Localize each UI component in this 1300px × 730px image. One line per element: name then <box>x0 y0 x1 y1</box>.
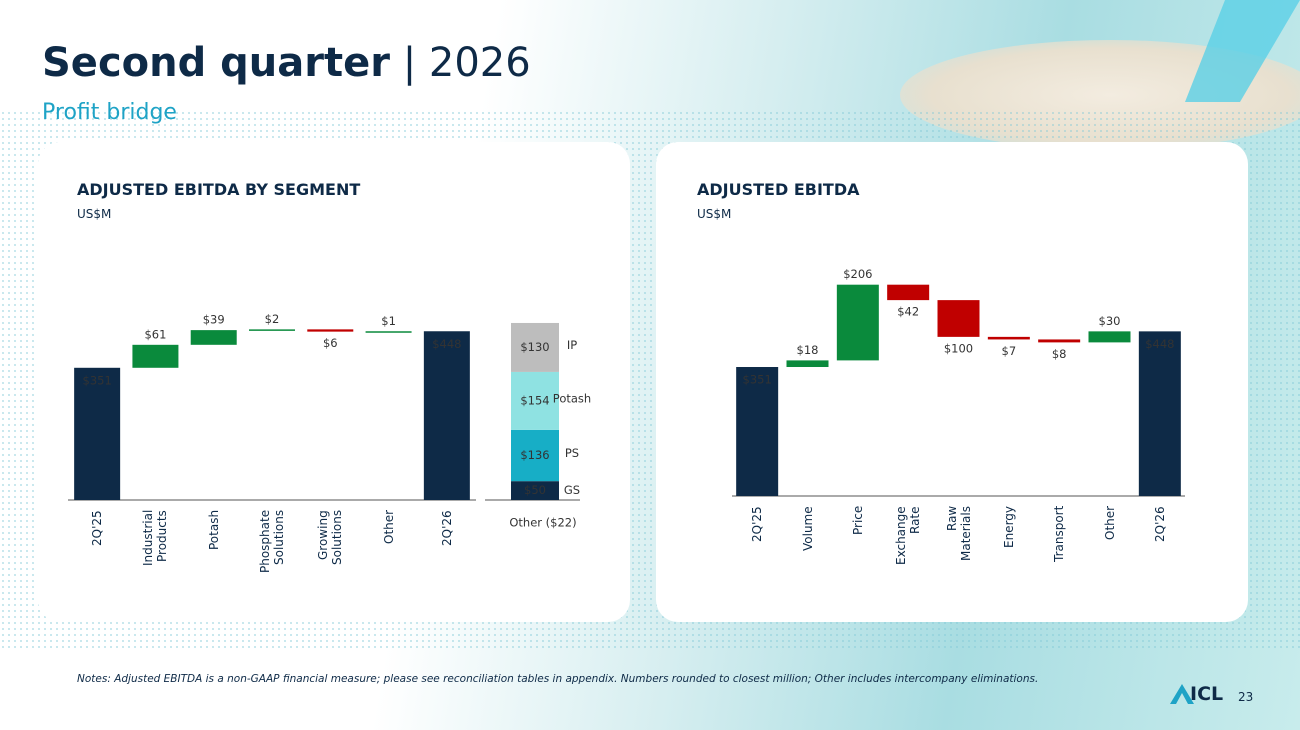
value-label: $154 <box>520 393 549 407</box>
bar <box>307 329 354 332</box>
value-label: $1 <box>381 314 396 328</box>
bar <box>937 300 980 337</box>
stack-segment <box>511 322 559 372</box>
legend-label: Potash <box>553 391 591 405</box>
x-tick-label: Potash <box>206 510 221 551</box>
breakdown-note: Other ($22) <box>509 516 576 530</box>
x-tick-label: Transport <box>1052 506 1067 563</box>
x-tick-label: 2Q'25 <box>750 506 765 542</box>
value-label: $206 <box>843 267 872 281</box>
bar <box>1038 339 1081 343</box>
x-tick-label: Growing Solutions <box>316 510 345 566</box>
x-tick-label: Other <box>1102 506 1117 541</box>
bar <box>249 329 295 331</box>
x-tick-label: Volume <box>800 506 815 551</box>
logo-mark <box>1170 684 1194 704</box>
x-tick-label: Phosphate Solutions <box>258 510 286 574</box>
x-tick-label: Price <box>850 506 865 536</box>
legend-label: PS <box>565 446 579 460</box>
legend-label: IP <box>567 338 577 352</box>
decoration <box>1185 0 1300 102</box>
slide-title: Second quarter | 2026 <box>42 40 531 86</box>
decor-shape <box>1185 0 1300 102</box>
value-label: $6 <box>323 336 338 350</box>
x-tick-label: Raw Materials <box>944 506 973 562</box>
x-tick-label: 2Q'26 <box>1152 506 1167 542</box>
bar <box>365 331 412 333</box>
stack-segment <box>511 481 559 500</box>
chart-subtitle: US$M <box>77 207 112 221</box>
x-tick-label: 2Q'26 <box>439 510 454 546</box>
value-label: $39 <box>203 313 225 327</box>
value-label: $351 <box>743 373 772 387</box>
bar <box>423 331 470 500</box>
page-number: 23 <box>1238 690 1254 704</box>
bar <box>190 330 237 345</box>
bar <box>786 360 829 368</box>
value-label: $8 <box>1052 347 1067 361</box>
bar <box>887 284 930 301</box>
stack-segment <box>511 429 559 482</box>
value-label: $100 <box>944 341 973 355</box>
value-label: $448 <box>432 337 461 351</box>
bar <box>736 367 779 496</box>
bar <box>132 344 179 368</box>
bar <box>836 284 879 361</box>
value-label: $136 <box>520 448 549 462</box>
chart-title: ADJUSTED EBITDA <box>697 180 860 199</box>
slide-subtitle: Profit bridge <box>42 100 177 125</box>
x-tick-label: Energy <box>1001 506 1016 549</box>
value-label: $2 <box>265 312 280 326</box>
value-label: $18 <box>797 343 819 357</box>
value-label: $448 <box>1145 337 1174 351</box>
stack-segment <box>511 371 559 430</box>
x-tick-label: 2Q'25 <box>90 510 105 546</box>
value-label: $61 <box>144 327 166 341</box>
notes: Notes: Adjusted EBITDA is a non-GAAP fin… <box>77 673 1039 685</box>
value-label: $50 <box>524 483 546 497</box>
logo-triangle <box>1170 684 1194 704</box>
x-tick-label: Exchange Rate <box>894 506 923 565</box>
x-tick-label: Industrial Products <box>141 510 170 567</box>
value-label: $351 <box>83 373 112 387</box>
chart-title: ADJUSTED EBITDA BY SEGMENT <box>77 180 361 199</box>
bar <box>987 336 1030 340</box>
logo: ICL <box>1190 683 1224 705</box>
value-label: $30 <box>1099 314 1121 328</box>
legend-label: GS <box>564 483 580 497</box>
x-tick-label: Other <box>381 510 396 545</box>
value-label: $7 <box>1002 344 1017 358</box>
chart-subtitle: US$M <box>697 207 732 221</box>
value-label: $42 <box>897 305 919 319</box>
value-label: $130 <box>520 340 549 354</box>
bar <box>1138 331 1181 496</box>
bar <box>1088 331 1131 343</box>
bar <box>74 367 121 500</box>
